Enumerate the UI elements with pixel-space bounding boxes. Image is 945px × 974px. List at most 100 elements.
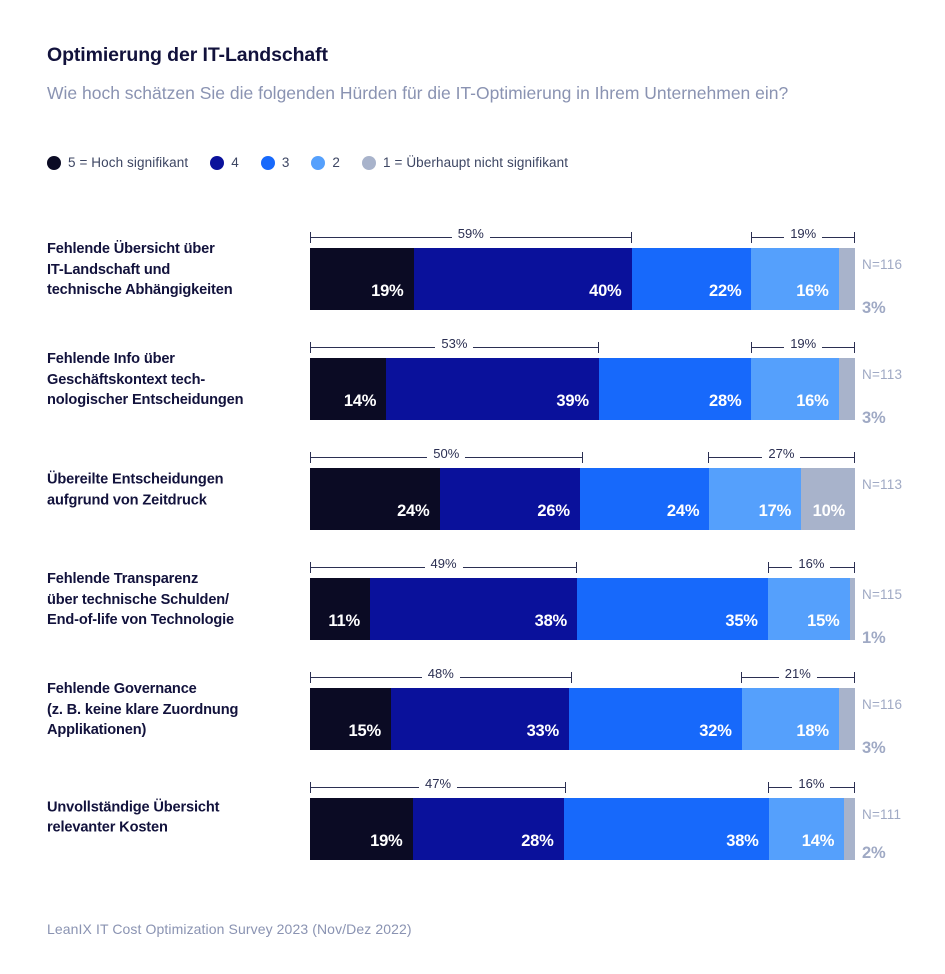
bar-segment[interactable]: 24% [579, 468, 710, 530]
bar-segment[interactable]: 10% [801, 468, 855, 530]
bar-segment[interactable]: 3% [838, 688, 855, 750]
bracket-value-label: 27% [762, 445, 801, 462]
bar-segment[interactable]: 17% [709, 468, 802, 530]
bar-segment[interactable]: 18% [741, 688, 839, 750]
bracket-annotation: 21% [740, 665, 855, 684]
bar-segment-value: 16% [796, 282, 829, 300]
row-category-label: Fehlende Übersicht über IT-Landschaft und… [47, 239, 302, 301]
bar-segment[interactable]: 26% [439, 468, 580, 530]
bar-segment-value: 17% [758, 502, 792, 520]
legend-item-2[interactable]: 2 [311, 155, 340, 170]
row-category-label-line: Übereilte Entscheidungen [47, 471, 224, 488]
bar-segment[interactable]: 16% [751, 248, 839, 310]
bracket-annotation: 16% [767, 555, 855, 574]
bar-segment[interactable]: 3% [838, 248, 855, 310]
bar-segment-value: 40% [589, 282, 622, 300]
bracket-tick-left [310, 782, 311, 793]
bar-segment-value: 19% [371, 282, 404, 300]
sample-size-label: N=113 [862, 477, 903, 492]
bar-segment[interactable]: 15% [767, 578, 850, 640]
bar-segment[interactable]: 19% [310, 798, 413, 860]
legend-swatch-icon [311, 155, 326, 170]
row-category-label: Fehlende Transparenz über technische Schu… [47, 569, 302, 631]
row-brackets: 49% 16% [310, 555, 855, 576]
bar-segment-value: 28% [709, 392, 742, 410]
row-brackets: 48% 21% [310, 665, 855, 686]
bracket-tick-right [597, 342, 599, 353]
bracket-annotation: 47% [310, 775, 567, 794]
legend-item-5[interactable]: 5 = Hoch signifikant [47, 155, 188, 170]
bracket-tick-left [310, 342, 311, 353]
bar-segment[interactable]: 28% [598, 358, 752, 420]
bracket-tick-right [853, 232, 855, 243]
bar-segment[interactable]: 38% [563, 798, 769, 860]
bar-segment-value: 10% [812, 502, 846, 520]
bracket-tick-right [576, 562, 578, 573]
row-category-label-line: Geschäftskontext tech- [47, 371, 206, 388]
bracket-value-label: 16% [792, 555, 831, 572]
bracket-tick-left [310, 672, 311, 683]
bar-segment-value-outside: 3% [862, 409, 886, 427]
bar-segment[interactable]: 15% [310, 688, 391, 750]
bar-segment-value-outside: 1% [862, 629, 886, 647]
chart-row: Fehlende Transparenz über technische Schu… [0, 545, 945, 655]
bar-segment[interactable]: 2% [844, 798, 855, 860]
bracket-tick-left [740, 672, 742, 683]
row-brackets: 59% 19% [310, 225, 855, 246]
row-category-label: Unvollständige Übersicht relevanter Koste… [47, 797, 302, 838]
bracket-value-label: 47% [419, 775, 458, 792]
bracket-annotation: 59% [310, 225, 632, 244]
legend-item-label: 1 = Überhaupt nicht signifikant [383, 155, 569, 170]
bracket-value-label: 48% [421, 665, 460, 682]
bar-segment-value: 16% [796, 392, 829, 410]
bar-segment-value: 38% [534, 612, 568, 630]
bar-segment[interactable]: 33% [390, 688, 570, 750]
bar-segment[interactable]: 14% [768, 798, 845, 860]
bracket-tick-right [853, 342, 855, 353]
bar-segment[interactable]: 35% [577, 578, 768, 640]
bar-segment[interactable]: 40% [413, 248, 632, 310]
bar-segment[interactable]: 32% [569, 688, 742, 750]
row-category-label: Fehlende Info über Geschäftskontext tech-… [47, 349, 302, 411]
bar-segment-value: 24% [397, 502, 430, 520]
sample-size-label: N=113 [862, 367, 903, 382]
bar-segment-value: 15% [807, 612, 840, 630]
bar-segment[interactable]: 1% [849, 578, 855, 640]
bar-segment-value: 19% [370, 832, 403, 850]
row-category-label: Übereilte Entscheidungen aufgrund von Zei… [47, 469, 302, 510]
chart-row: Fehlende Übersicht über IT-Landschaft und… [0, 215, 945, 325]
bar-segment[interactable]: 38% [369, 578, 578, 640]
row-category-label-line: Applikationen) [47, 722, 147, 739]
legend-item-4[interactable]: 4 [210, 155, 239, 170]
row-category-label-line: (z. B. keine klare Zuordnung [47, 701, 239, 718]
legend-item-3[interactable]: 3 [260, 155, 290, 170]
legend-swatch-icon [210, 155, 225, 170]
bar-segment-value: 15% [348, 722, 382, 740]
bar-segment[interactable]: 11% [310, 578, 370, 640]
row-category-label-line: IT-Landschaft und [47, 261, 171, 278]
bar-segment-value: 28% [521, 832, 554, 850]
bar-segment-value: 18% [796, 722, 829, 740]
legend-item-1[interactable]: 1 = Überhaupt nicht signifikant [362, 155, 568, 170]
bar-segment[interactable]: 19% [310, 248, 414, 310]
bar-segment[interactable]: 39% [386, 358, 599, 420]
bar-segment-value: 35% [725, 612, 758, 630]
bar-segment-value-outside: 3% [862, 299, 886, 317]
bar-segment-value: 14% [343, 392, 377, 410]
bar-segment-value: 38% [726, 832, 759, 850]
bracket-tick-right [853, 452, 855, 463]
bar-segment[interactable]: 24% [310, 468, 440, 530]
bar-segment-value-outside: 3% [862, 739, 886, 757]
bar-segment[interactable]: 14% [310, 358, 387, 420]
row-category-label-line: Fehlende Transparenz [47, 570, 199, 587]
bar-segment-value: 33% [526, 722, 560, 740]
bar-segment[interactable]: 22% [631, 248, 752, 310]
bar-segment[interactable]: 3% [838, 358, 855, 420]
bar-segment[interactable]: 16% [751, 358, 839, 420]
bracket-value-label: 19% [784, 225, 823, 242]
bracket-value-label: 49% [424, 555, 463, 572]
bar-segment-value: 11% [328, 612, 360, 630]
bracket-annotation: 19% [751, 225, 855, 244]
bar-segment[interactable]: 28% [412, 798, 564, 860]
bracket-tick-right [581, 452, 583, 463]
